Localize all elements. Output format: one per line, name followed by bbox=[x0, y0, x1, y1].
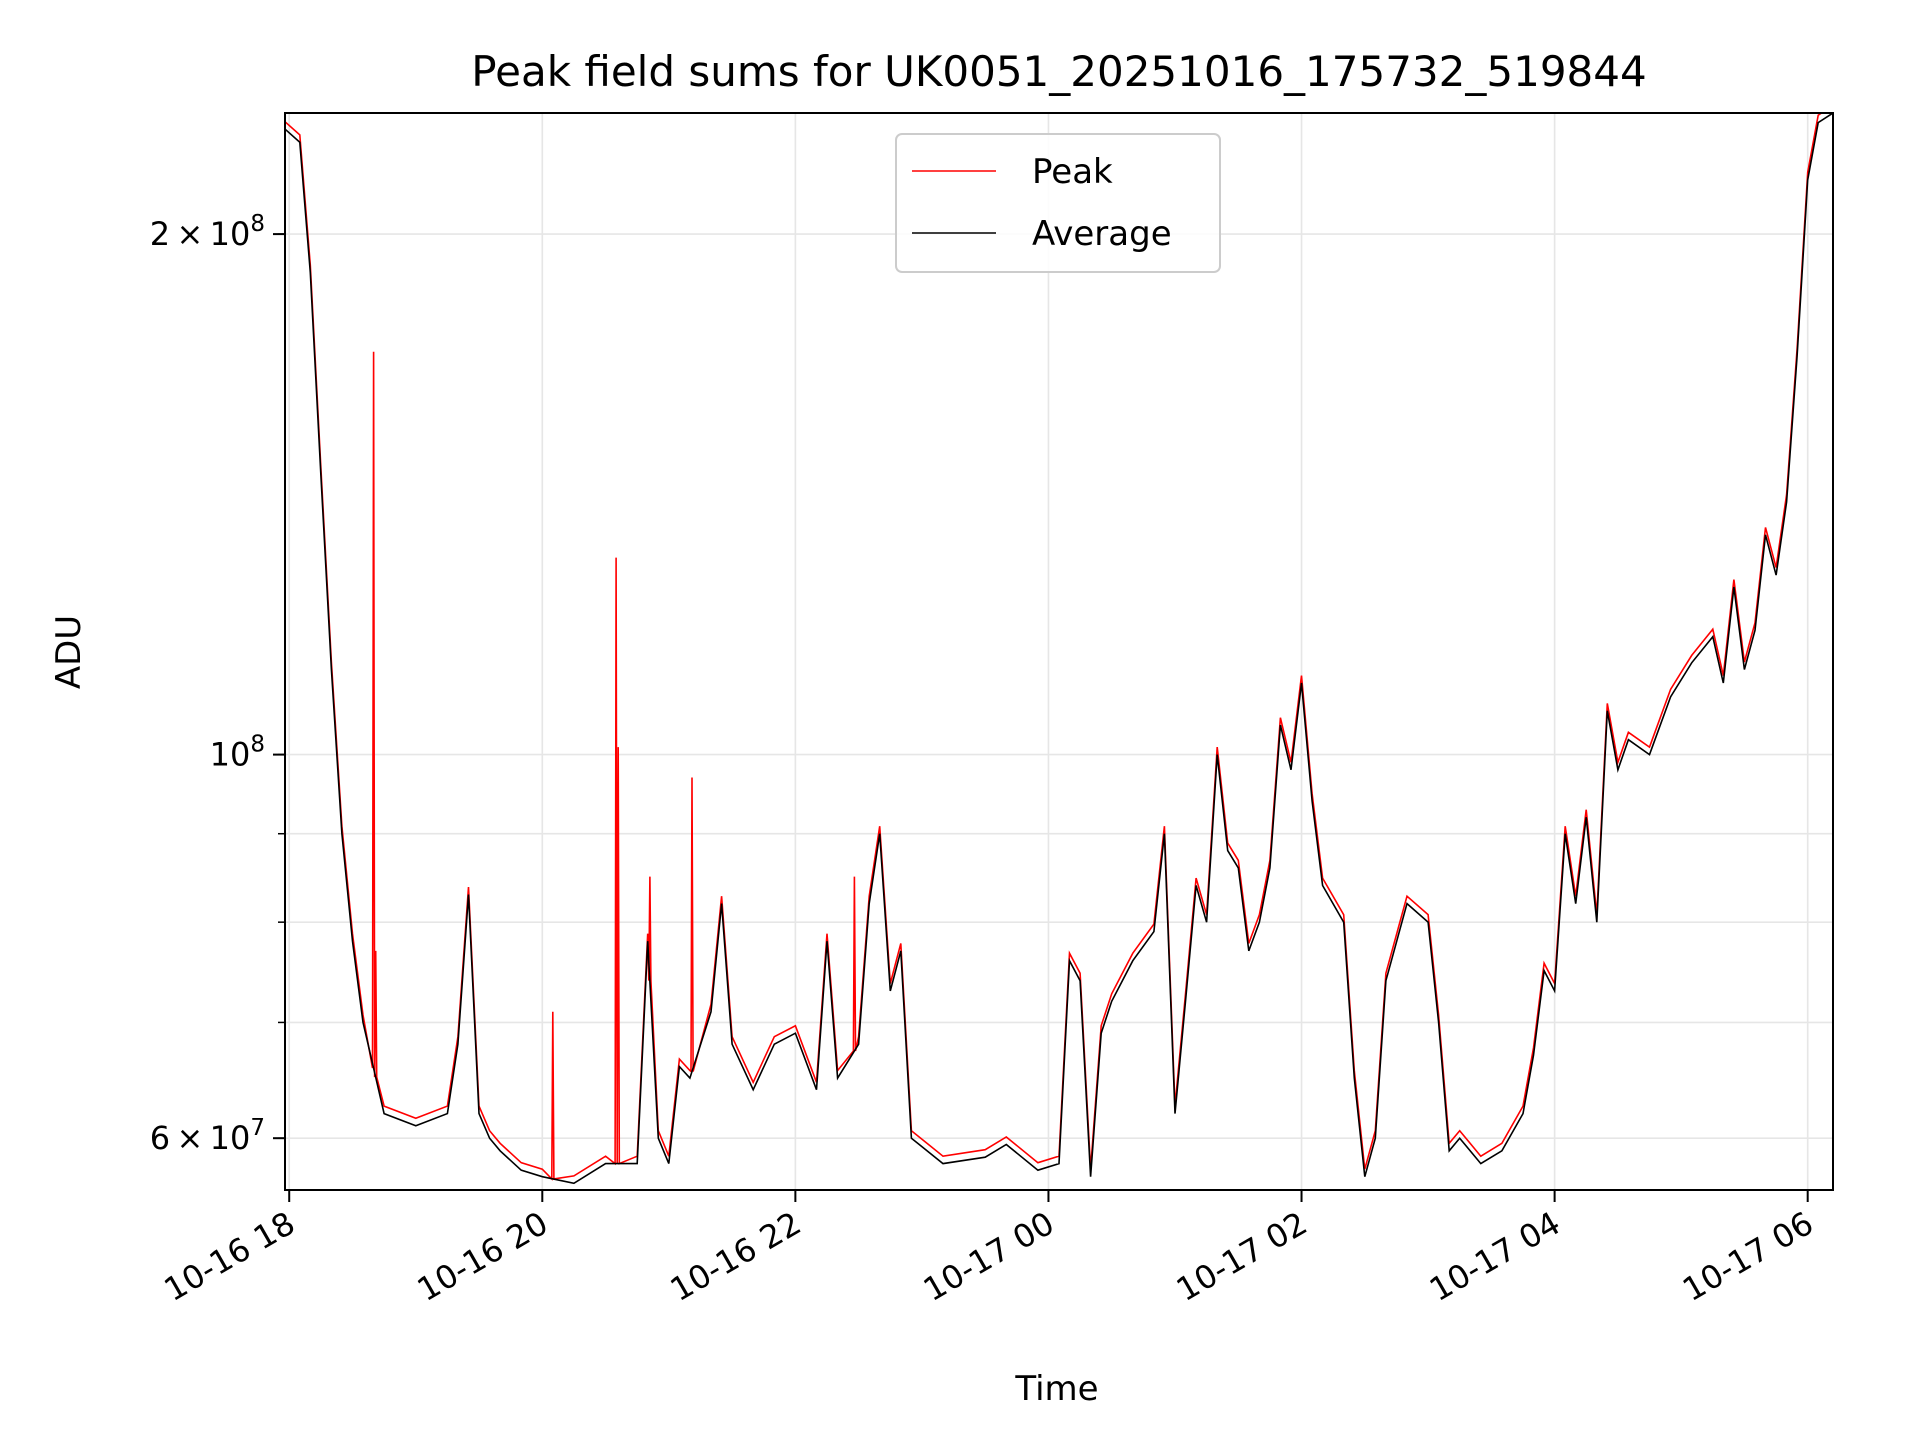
plot-area-frame bbox=[284, 112, 1834, 1191]
legend-label-average: Average bbox=[1032, 214, 1172, 254]
legend-label-peak: Peak bbox=[1032, 152, 1113, 192]
y-tick-label: 2 × 108 bbox=[150, 211, 265, 253]
y-axis-label: ADU bbox=[49, 615, 89, 689]
y-tick-label: 108 bbox=[210, 732, 265, 774]
y-tick-label: 6 × 107 bbox=[150, 1115, 265, 1157]
grid bbox=[285, 113, 1833, 1190]
legend: Peak Average bbox=[895, 133, 1221, 273]
series-line-average bbox=[285, 113, 1833, 1185]
chart-title: Peak field sums for UK0051_20251016_1757… bbox=[471, 47, 1646, 96]
legend-box bbox=[895, 133, 1221, 273]
y-axis-ticks: 6 × 107 108 2 × 108 bbox=[150, 211, 285, 1157]
x-axis-label: Time bbox=[1014, 1369, 1098, 1409]
series-lines bbox=[285, 113, 1833, 1185]
